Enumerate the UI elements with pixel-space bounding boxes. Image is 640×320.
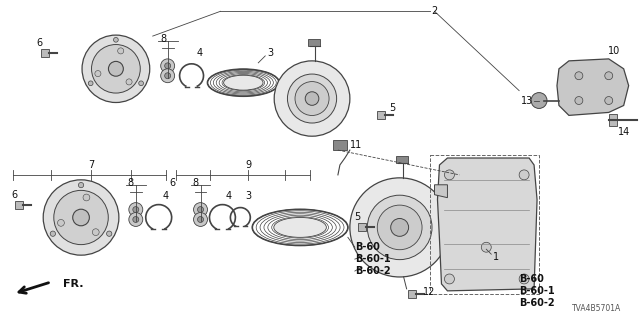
Circle shape	[164, 73, 171, 79]
Circle shape	[107, 231, 112, 236]
Circle shape	[133, 207, 139, 212]
Circle shape	[118, 48, 124, 54]
Text: 8: 8	[161, 34, 167, 44]
Bar	[308, 39, 320, 46]
Ellipse shape	[274, 218, 326, 237]
Text: 8: 8	[128, 178, 134, 188]
Text: B-60-1: B-60-1	[355, 254, 390, 264]
Circle shape	[161, 69, 175, 83]
Ellipse shape	[291, 224, 308, 231]
Circle shape	[287, 74, 337, 123]
Circle shape	[82, 35, 150, 102]
Ellipse shape	[223, 75, 263, 90]
Text: 5: 5	[390, 103, 396, 114]
Circle shape	[193, 203, 207, 217]
Circle shape	[139, 81, 143, 86]
Text: 5: 5	[354, 212, 360, 222]
Circle shape	[305, 92, 319, 105]
Circle shape	[83, 194, 90, 201]
Circle shape	[198, 207, 204, 212]
Text: 11: 11	[349, 140, 362, 150]
Circle shape	[44, 180, 119, 255]
Text: 6: 6	[12, 190, 17, 200]
Circle shape	[73, 209, 90, 226]
Bar	[396, 156, 408, 163]
Circle shape	[367, 195, 432, 260]
Circle shape	[519, 274, 529, 284]
Circle shape	[164, 63, 171, 69]
Circle shape	[50, 231, 56, 236]
Text: 4: 4	[196, 48, 203, 58]
Circle shape	[575, 97, 583, 105]
Text: 1: 1	[493, 252, 499, 262]
Circle shape	[78, 182, 84, 188]
Circle shape	[390, 219, 408, 236]
Circle shape	[92, 229, 99, 236]
Text: 3: 3	[245, 191, 252, 201]
Circle shape	[605, 97, 612, 105]
Bar	[408, 290, 415, 298]
Circle shape	[54, 190, 108, 244]
Bar	[358, 223, 366, 231]
Polygon shape	[438, 158, 537, 291]
Text: 14: 14	[618, 127, 630, 137]
Text: 10: 10	[607, 46, 620, 56]
Text: 13: 13	[521, 96, 533, 106]
Circle shape	[193, 212, 207, 227]
Text: B-60: B-60	[355, 242, 380, 252]
Text: TVA4B5701A: TVA4B5701A	[572, 304, 621, 313]
Text: FR.: FR.	[63, 279, 84, 289]
Circle shape	[126, 79, 132, 85]
Circle shape	[481, 242, 492, 252]
Text: B-60: B-60	[519, 274, 544, 284]
Circle shape	[129, 203, 143, 217]
Circle shape	[377, 205, 422, 250]
Text: 8: 8	[193, 178, 198, 188]
Text: B-60-2: B-60-2	[519, 298, 555, 308]
Circle shape	[88, 81, 93, 86]
Text: 12: 12	[423, 287, 436, 297]
Circle shape	[198, 217, 204, 222]
Circle shape	[295, 82, 329, 116]
Ellipse shape	[237, 80, 250, 85]
Bar	[609, 114, 617, 126]
Polygon shape	[435, 185, 447, 198]
Text: 4: 4	[225, 191, 232, 201]
Bar	[41, 49, 49, 57]
Circle shape	[133, 217, 139, 222]
Circle shape	[161, 59, 175, 73]
Circle shape	[531, 92, 547, 108]
Bar	[15, 201, 23, 209]
Text: 4: 4	[163, 191, 169, 201]
Circle shape	[605, 72, 612, 80]
Circle shape	[92, 44, 140, 93]
Text: 7: 7	[88, 160, 94, 170]
Text: B-60-2: B-60-2	[355, 266, 390, 276]
Text: 9: 9	[245, 160, 252, 170]
Circle shape	[58, 220, 65, 226]
Circle shape	[129, 212, 143, 227]
Circle shape	[350, 178, 449, 277]
Polygon shape	[557, 59, 628, 116]
Text: 2: 2	[431, 6, 438, 16]
Bar	[333, 140, 347, 150]
Text: 6: 6	[170, 178, 176, 188]
Circle shape	[575, 72, 583, 80]
Text: 3: 3	[267, 48, 273, 58]
Bar	[377, 111, 385, 119]
Bar	[429, 155, 539, 294]
Circle shape	[108, 61, 124, 76]
Text: 6: 6	[36, 38, 42, 48]
Circle shape	[444, 170, 454, 180]
Circle shape	[519, 170, 529, 180]
Circle shape	[95, 71, 101, 76]
Circle shape	[444, 274, 454, 284]
Circle shape	[113, 37, 118, 42]
Text: B-60-1: B-60-1	[519, 286, 555, 296]
Circle shape	[274, 61, 350, 136]
